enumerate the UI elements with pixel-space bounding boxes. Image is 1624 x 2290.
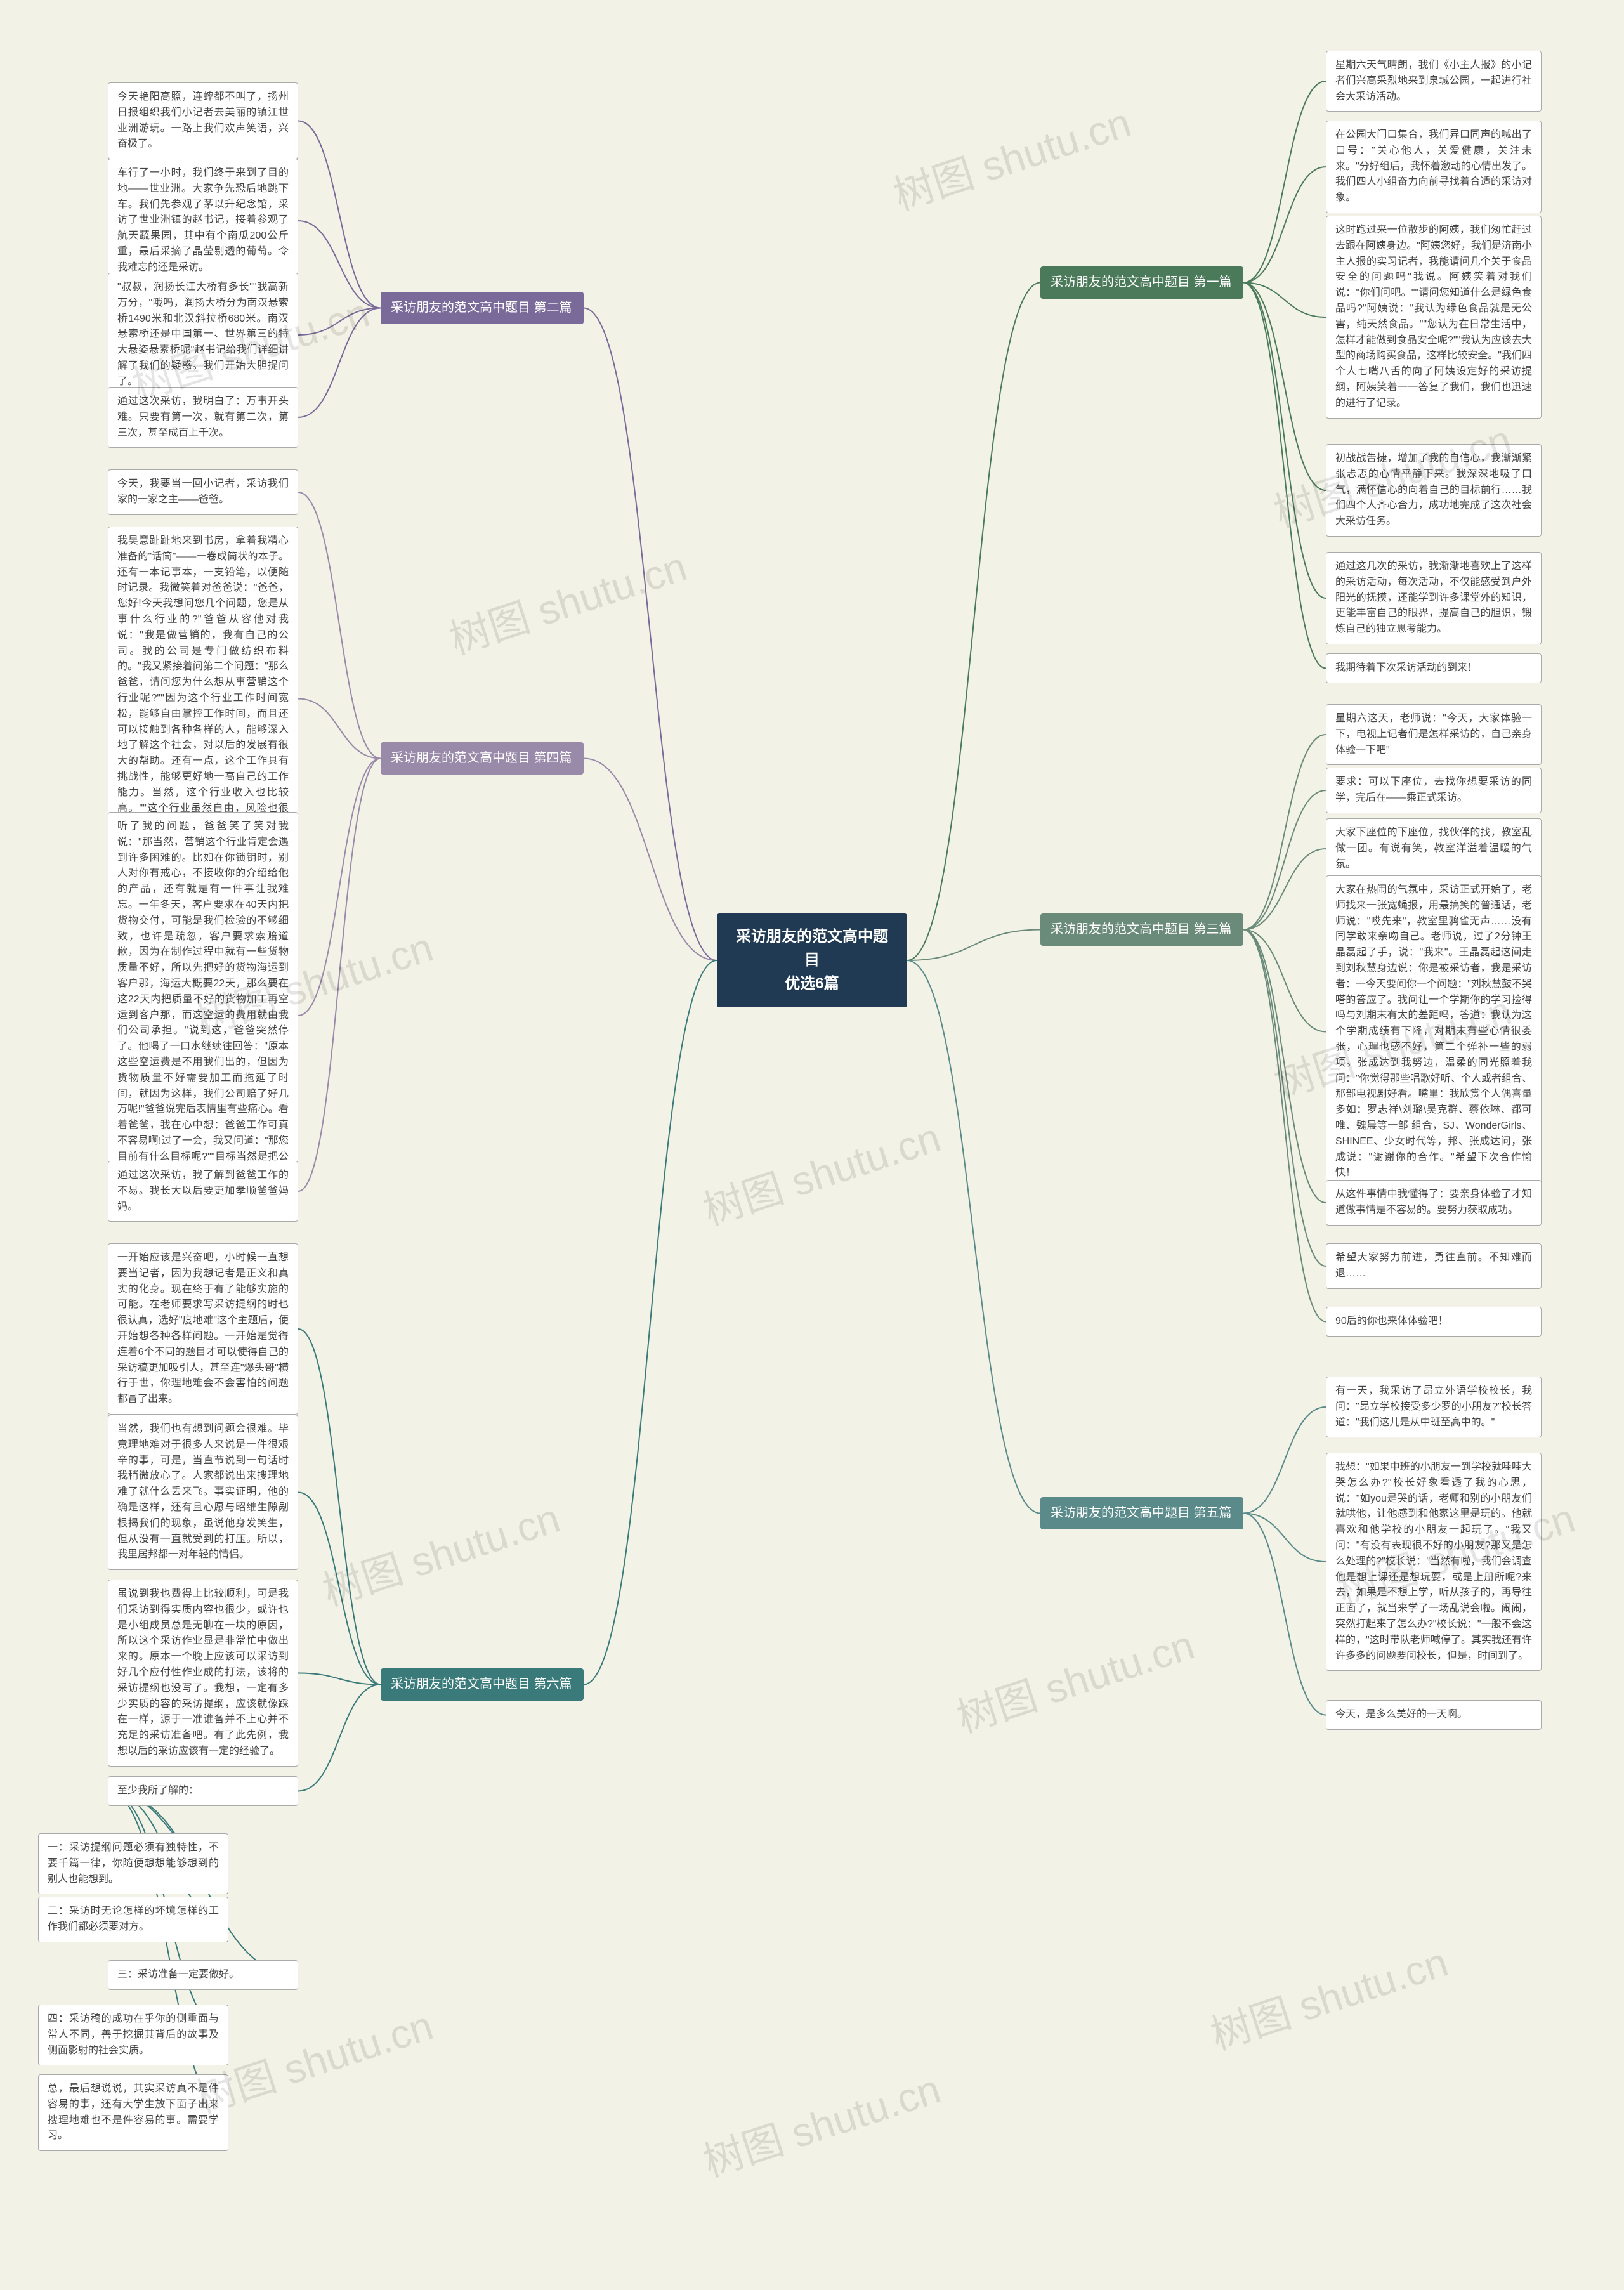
branch-a2: 采访朋友的范文高中题目 第二篇: [381, 292, 584, 324]
leaf-l1_1: 星期六天气晴朗，我们《小主人报》的小记者们兴高采烈地来到泉城公园，一起进行社会大…: [1326, 51, 1542, 112]
leaf-l3_2: 要求：可以下座位，去找你想要采访的同学，完后在——乘正式采访。: [1326, 768, 1542, 813]
leaf-l6_2: 当然，我们也有想到问题会很难。毕竟理地难对于很多人来说是一件很艰辛的事，可是，当…: [108, 1415, 298, 1570]
branch-a5: 采访朋友的范文高中题目 第五篇: [1040, 1497, 1243, 1529]
mindmap-root: 采访朋友的范文高中题目 优选6篇: [717, 913, 907, 1007]
watermark: 树图 shutu.cn: [314, 1486, 566, 1617]
branch-a3: 采访朋友的范文高中题目 第三篇: [1040, 913, 1243, 946]
leaf-l2_4: 通过这次采访，我明白了：万事开头难。只要有第一次，就有第二次，第三次，甚至成百上…: [108, 387, 298, 448]
leaf-l2_1: 今天艳阳高照，连蟀都不叫了，扬州日报组织我们小记者去美丽的镇江世业洲游玩。一路上…: [108, 82, 298, 159]
leaf-l6_5: 一：采访提纲问题必须有独特性，不要千篇一律，你随便想想能够想到的别人也能想到。: [38, 1833, 228, 1894]
leaf-l6_3: 虽说到我也费得上比较顺利，可是我们采访到得实质内容也很少，或许也是小组成员总是无…: [108, 1580, 298, 1767]
leaf-l3_7: 90后的你也来体体验吧！: [1326, 1307, 1542, 1337]
watermark: 树图 shutu.cn: [885, 90, 1137, 221]
watermark: 树图 shutu.cn: [695, 1105, 946, 1236]
leaf-l3_4: 大家在热闹的气氛中，采访正式开始了，老师找来一张宽蝇报，用最搞笑的普通话，老师说…: [1326, 875, 1542, 1188]
leaf-l1_6: 我期待着下次采访活动的到来！: [1326, 653, 1542, 683]
leaf-l6_6: 二：采访时无论怎样的坏境怎样的工作我们都必须要对方。: [38, 1897, 228, 1942]
leaf-l6_1: 一开始应该是兴奋吧，小时候一直想要当记者，因为我想记者是正义和真实的化身。现在终…: [108, 1243, 298, 1415]
watermark: 树图 shutu.cn: [441, 534, 693, 665]
leaf-l6_8: 四：采访稿的成功在乎你的侧重面与常人不同，善于挖掘其背后的故事及侧面影射的社会实…: [38, 2005, 228, 2065]
branch-a4: 采访朋友的范文高中题目 第四篇: [381, 742, 584, 775]
leaf-l4_3: 听了我的问题，爸爸笑了笑对我说："那当然，营销这个行业肯定会遇到许多困难的。比如…: [108, 812, 298, 1219]
leaf-l4_1: 今天，我要当一回小记者，采访我们家的一家之主——爸爸。: [108, 469, 298, 515]
leaf-l1_5: 通过这几次的采访，我渐渐地喜欢上了这样的采访活动，每次活动，不仅能感受到户外阳光…: [1326, 552, 1542, 644]
leaf-l5_1: 有一天，我采访了昂立外语学校校长，我问："昂立学校接受多少罗的小朋友?"校长答道…: [1326, 1377, 1542, 1437]
leaf-l3_1: 星期六这天，老师说："今天，大家体验一下，电视上记者们是怎样采访的，自己亲身体验…: [1326, 704, 1542, 765]
leaf-l6_9: 总，最后想说说，其实采访真不是件容易的事，还有大学生放下面子出来搜理地难也不是件…: [38, 2074, 228, 2151]
leaf-l1_4: 初战战告捷，增加了我的自信心，我渐渐紧张忐忑的心情平静下来。我深深地吸了口气，满…: [1326, 444, 1542, 537]
leaf-l2_3: "叔叔，润扬长江大桥有多长""我高新万分，"哦吗，润扬大桥分为南汉悬索桥1490…: [108, 273, 298, 397]
leaf-l3_3: 大家下座位的下座位，找伙伴的找，教室乱做一团。有说有笑，教室洋溢着温暖的气氛。: [1326, 818, 1542, 879]
leaf-l5_2: 我想："如果中班的小朋友一到学校就哇哇大哭怎么办?"校长好象看透了我的心思，说：…: [1326, 1453, 1542, 1671]
leaf-l2_2: 车行了一小时，我们终于来到了目的地——世业洲。大家争先恐后地跳下车。我们先参观了…: [108, 159, 298, 283]
leaf-l6_4: 至少我所了解的：: [108, 1776, 298, 1806]
watermark: 树图 shutu.cn: [1202, 1930, 1454, 2061]
watermark: 树图 shutu.cn: [695, 2057, 946, 2188]
leaf-l3_6: 希望大家努力前进，勇往直前。不知难而退……: [1326, 1243, 1542, 1289]
watermark: 树图 shutu.cn: [948, 1613, 1200, 1744]
branch-a1: 采访朋友的范文高中题目 第一篇: [1040, 266, 1243, 299]
leaf-l3_5: 从这件事情中我懂得了：要亲身体验了才知道做事情是不容易的。要努力获取成功。: [1326, 1180, 1542, 1226]
branch-a6: 采访朋友的范文高中题目 第六篇: [381, 1668, 584, 1701]
leaf-l4_4: 通过这次采访，我了解到爸爸工作的不易。我长大以后要更加孝顺爸爸妈妈。: [108, 1161, 298, 1222]
leaf-l1_2: 在公园大门口集合，我们异口同声的喊出了口号："关心他人，关爱健康，关注未来。"分…: [1326, 121, 1542, 213]
leaf-l5_3: 今天，是多么美好的一天啊。: [1326, 1700, 1542, 1730]
leaf-l1_3: 这时跑过来一位散步的阿姨，我们匆忙赶过去跟在阿姨身边。"阿姨您好，我们是济南小主…: [1326, 216, 1542, 419]
leaf-l6_7: 三：采访准备一定要做好。: [108, 1960, 298, 1990]
